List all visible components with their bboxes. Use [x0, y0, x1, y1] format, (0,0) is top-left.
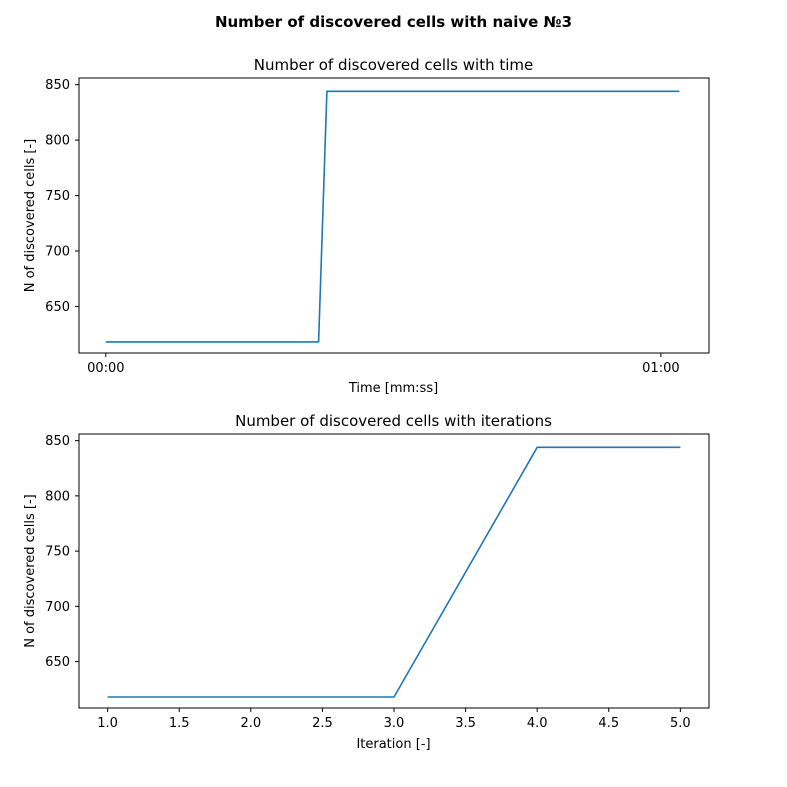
subplot-iterations-x-axis-label: Iteration [-]: [356, 737, 430, 752]
subplot-iterations-x-tick-label: 3.0: [384, 716, 405, 731]
subplot-iterations: Number of discovered cells with iteratio…: [23, 412, 710, 752]
subplot-time-y-tick-label: 750: [45, 189, 70, 204]
subplot-iterations-x-tick-label: 2.5: [312, 716, 333, 731]
subplot-iterations-series: [107, 446, 681, 698]
subplot-iterations-x-tick-label: 1.0: [97, 716, 118, 731]
subplot-iterations-x-tick-label: 4.0: [527, 716, 548, 731]
subplot-time-y-tick-label: 800: [45, 134, 70, 149]
subplot-time-y-axis-label: N of discovered cells [-]: [23, 139, 38, 293]
subplot-time-series-line-0: [105, 90, 680, 343]
subplot-time-y-tick-label: 650: [45, 300, 70, 315]
subplot-time-x-tick-label: 01:00: [642, 361, 679, 376]
subplot-iterations-y-tick-label: 700: [45, 600, 70, 615]
subplot-time-x-tick-label: 00:00: [87, 361, 124, 376]
subplot-iterations-x-tick-label: 1.5: [169, 716, 190, 731]
subplot-iterations-y-axis-label: N of discovered cells [-]: [23, 494, 38, 648]
figure-title: Number of discovered cells with naive №3: [215, 13, 572, 31]
subplot-iterations-x-tick-label: 2.0: [240, 716, 261, 731]
subplot-time-y-ticks: 650 700 750 800 850: [45, 78, 79, 315]
subplot-iterations-frame: [78, 433, 710, 709]
subplot-iterations-y-tick-label: 800: [45, 489, 70, 504]
subplot-time-frame: [78, 77, 710, 354]
subplot-time-x-axis-label: Time [mm:ss]: [348, 381, 438, 396]
subplot-iterations-title: Number of discovered cells with iteratio…: [235, 412, 552, 430]
subplot-time: Number of discovered cells with time 00:…: [23, 56, 710, 396]
subplot-iterations-y-tick-label: 850: [45, 434, 70, 449]
subplot-iterations-y-tick-label: 650: [45, 655, 70, 670]
subplot-time-y-tick-label: 700: [45, 244, 70, 259]
subplot-time-title: Number of discovered cells with time: [254, 56, 534, 74]
subplot-time-x-ticks: 00:00 01:00: [87, 353, 680, 376]
subplot-iterations-x-tick-label: 5.0: [670, 716, 691, 731]
subplot-iterations-series-line-0: [107, 446, 681, 698]
subplot-iterations-y-ticks: 650 700 750 800 850: [45, 434, 79, 670]
subplot-iterations-x-tick-label: 3.5: [455, 716, 476, 731]
subplot-iterations-x-ticks: 1.0 1.5 2.0 2.5 3.0 3.5 4.0 4.5 5.0: [97, 708, 691, 731]
subplot-time-series: [105, 90, 680, 343]
subplot-iterations-x-tick-label: 4.5: [598, 716, 619, 731]
subplot-iterations-y-tick-label: 750: [45, 545, 70, 560]
subplot-time-y-tick-label: 850: [45, 78, 70, 93]
